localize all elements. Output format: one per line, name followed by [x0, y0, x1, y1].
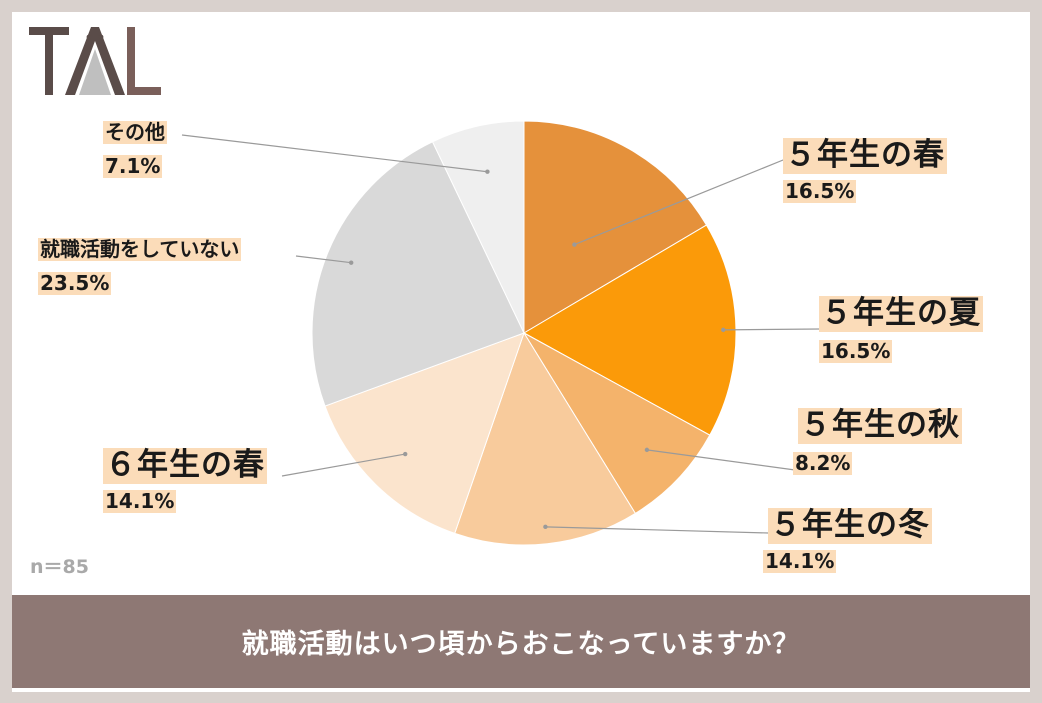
slice-label: ６年生の春 [103, 447, 267, 484]
slice-value-label: 8.2% [793, 451, 853, 475]
slice-label: ５年生の夏 [819, 295, 983, 332]
leader-line [545, 526, 769, 534]
leader-line [281, 453, 406, 477]
slice-label: ５年生の秋 [798, 407, 962, 444]
sample-size-note: n＝85 [30, 556, 89, 578]
leader-dot [543, 524, 548, 530]
leader-dot [403, 451, 408, 457]
slice-value-label: 14.1% [763, 549, 837, 573]
leader-line [723, 328, 821, 331]
leader-dot [348, 260, 354, 265]
slice-value-label: 16.5% [783, 179, 857, 203]
question-title: 就職活動はいつ頃からおこなっていますか？ [241, 629, 801, 660]
leader-dot [572, 242, 577, 247]
leader-dot [721, 327, 726, 333]
leader-line [295, 255, 352, 264]
leader-dot [485, 169, 490, 174]
pie-slice [523, 120, 708, 334]
slice-label: 就職活動をしていない [38, 237, 242, 261]
leader-line [181, 134, 488, 173]
tal-logo [29, 27, 161, 95]
slice-label: その他 [103, 120, 167, 144]
pie-slice [324, 332, 525, 534]
slice-value-label: 23.5% [38, 271, 112, 295]
pie-slice [522, 331, 711, 515]
slice-value-label: 16.5% [819, 339, 893, 363]
slice-value-label: 7.1% [103, 154, 163, 178]
pie-slice [454, 331, 637, 546]
pie-slice [311, 141, 525, 407]
slice-label: ５年生の春 [783, 137, 947, 174]
footer-bar: 就職活動はいつ頃からおこなっていますか？ [12, 595, 1030, 688]
slice-value-label: 14.1% [103, 489, 177, 513]
leader-line [646, 449, 796, 471]
pie-slice [431, 120, 525, 334]
slice-label: ５年生の冬 [768, 507, 932, 544]
leader-line [574, 157, 789, 246]
leader-dot [644, 447, 650, 453]
